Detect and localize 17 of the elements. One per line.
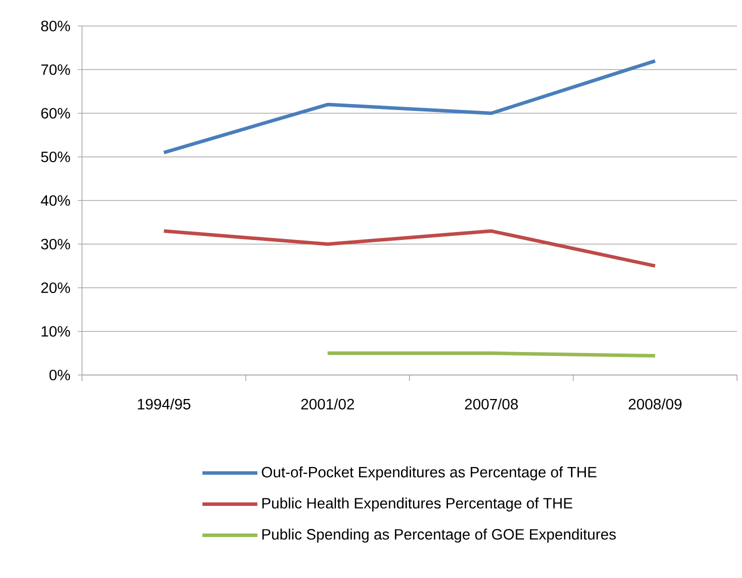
y-tick-label: 60% xyxy=(41,108,70,119)
x-tick-label: 2008/09 xyxy=(628,398,682,410)
y-tick-label: 70% xyxy=(41,64,70,75)
legend-label: Out-of-Pocket Expenditures as Percentage of THE xyxy=(262,466,596,480)
legend-label: Public Spending as Percentage of GOE Expenditures xyxy=(262,528,616,543)
legend-label: Public Health Expenditures Percentage of THE xyxy=(262,498,572,512)
y-tick-label: 10% xyxy=(42,326,70,337)
y-tick-label: 30% xyxy=(41,238,70,250)
y-tick-label: 50% xyxy=(41,152,70,162)
y-tick-label: 20% xyxy=(41,282,70,294)
y-tick-label: 80% xyxy=(41,20,70,32)
line-series xyxy=(162,59,657,154)
y-tick-label: 40% xyxy=(40,195,70,206)
y-tick-label: 0% xyxy=(49,370,70,380)
x-tick-label: 1994/95 xyxy=(138,398,190,410)
x-tick-label: 2007/08 xyxy=(465,398,518,410)
x-tick-label: 2001/02 xyxy=(301,398,354,410)
